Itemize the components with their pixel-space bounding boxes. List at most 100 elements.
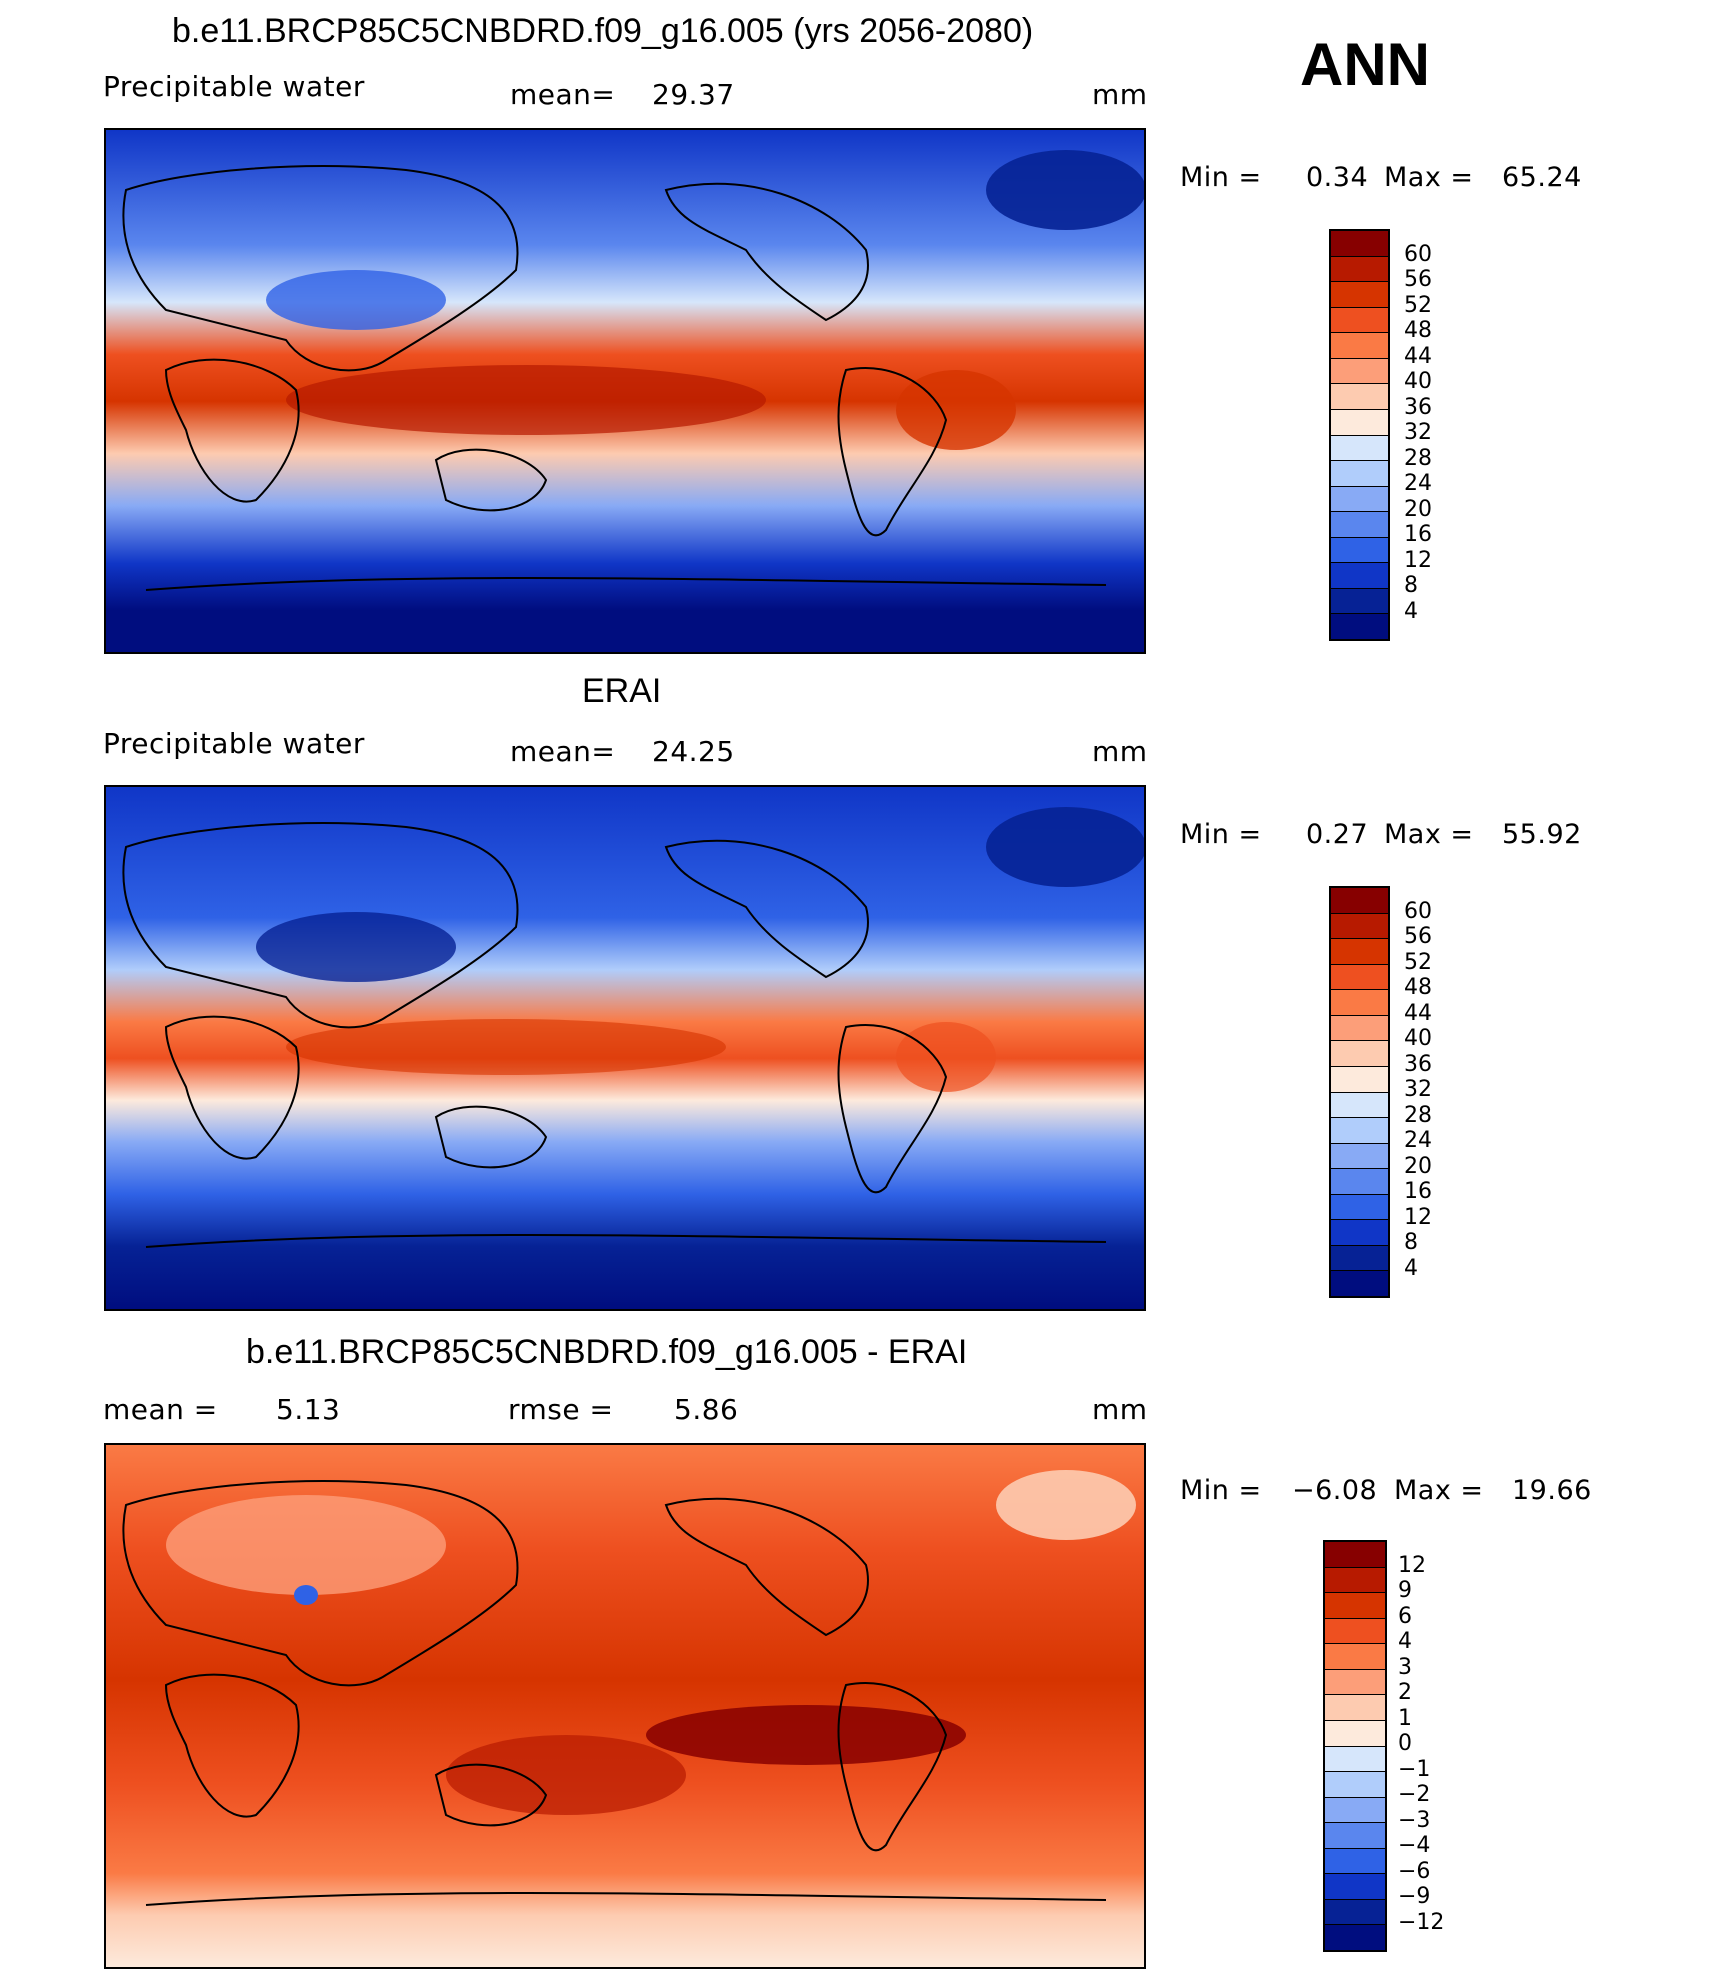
colorbar-swatch xyxy=(1325,1745,1385,1772)
colorbar-swatch xyxy=(1325,1719,1385,1746)
colorbar-swatch xyxy=(1331,1193,1388,1220)
colorbar-swatch xyxy=(1331,1270,1388,1296)
panel3-mean-label: mean = xyxy=(103,1393,218,1426)
colorbar-swatch xyxy=(1331,1040,1388,1066)
colorbar-tick-label: 4 xyxy=(1404,1255,1418,1281)
panel1-map xyxy=(104,128,1146,654)
colorbar-tick-label: 12 xyxy=(1404,547,1432,573)
colorbar-tick-label: 32 xyxy=(1404,1077,1432,1102)
colorbar-swatch xyxy=(1331,460,1388,486)
panel1-mean-label: mean= xyxy=(510,78,616,111)
panel3-map xyxy=(104,1443,1146,1969)
colorbar-tick-label: −3 xyxy=(1398,1807,1431,1833)
colorbar-tick-label: 52 xyxy=(1404,949,1432,975)
colorbar-tick-label: 36 xyxy=(1404,394,1432,420)
colorbar-tick-label: 16 xyxy=(1404,1179,1432,1204)
colorbar-swatch xyxy=(1325,1694,1385,1720)
panel2-min-label: Min = xyxy=(1180,819,1262,850)
colorbar-swatch xyxy=(1325,1796,1385,1823)
colorbar-swatch xyxy=(1331,485,1388,512)
colorbar-tick-label: 40 xyxy=(1404,1026,1432,1051)
colorbar-swatch xyxy=(1331,562,1388,588)
colorbar-tick-label: 24 xyxy=(1404,1128,1432,1153)
colorbar-swatch xyxy=(1331,1244,1388,1271)
colorbar-tick-label: 20 xyxy=(1404,1153,1432,1179)
colorbar-tick-label: 4 xyxy=(1398,1629,1412,1654)
panel1-colorbar xyxy=(1329,229,1390,641)
panel1-min-label: Min = xyxy=(1180,162,1262,193)
colorbar-tick-label: 60 xyxy=(1404,898,1432,924)
panel2-max-value: 55.92 xyxy=(1502,819,1582,850)
colorbar-tick-label: 6 xyxy=(1398,1603,1412,1629)
colorbar-tick-label: 1 xyxy=(1398,1705,1412,1731)
colorbar-tick-label: 12 xyxy=(1404,1204,1432,1230)
colorbar-swatch xyxy=(1331,1014,1388,1041)
colorbar-swatch xyxy=(1325,1617,1385,1644)
panel3-rmse-label: rmse = xyxy=(508,1393,614,1426)
panel1-units: mm xyxy=(1092,78,1148,111)
colorbar-swatch xyxy=(1331,1117,1388,1143)
colorbar-tick-label: −4 xyxy=(1398,1833,1431,1858)
colorbar-tick-label: 60 xyxy=(1404,241,1432,267)
colorbar-tick-label: −6 xyxy=(1398,1858,1431,1884)
panel3-title: b.e11.BRCP85C5CNBDRD.f09_g16.005 - ERAI xyxy=(246,1333,968,1371)
colorbar-swatch xyxy=(1331,536,1388,563)
colorbar-tick-label: 36 xyxy=(1404,1051,1432,1077)
colorbar-swatch xyxy=(1331,511,1388,537)
colorbar-tick-label: 56 xyxy=(1404,924,1432,949)
colorbar-tick-label: 20 xyxy=(1404,496,1432,522)
colorbar-swatch xyxy=(1331,912,1388,939)
panel1-mean-value: 29.37 xyxy=(652,78,735,111)
colorbar-swatch xyxy=(1325,1873,1385,1899)
colorbar-tick-label: 16 xyxy=(1404,522,1432,547)
panel2-map xyxy=(104,785,1146,1311)
colorbar-tick-label: 32 xyxy=(1404,420,1432,445)
panel3-min-label: Min = xyxy=(1180,1475,1262,1506)
colorbar-swatch xyxy=(1325,1847,1385,1874)
colorbar-swatch xyxy=(1331,1142,1388,1169)
colorbar-tick-label: −2 xyxy=(1398,1782,1431,1807)
panel3-min-value: −6.08 xyxy=(1292,1475,1378,1506)
colorbar-swatch xyxy=(1331,306,1388,333)
colorbar-swatch xyxy=(1331,1168,1388,1194)
panel1-title: b.e11.BRCP85C5CNBDRD.f09_g16.005 (yrs 20… xyxy=(172,12,1034,50)
panel2-colorbar-labels: 60 56 52 48 44 40 36 32 28 24 20 16 12 8 4 xyxy=(1404,886,1484,1294)
colorbar-swatch xyxy=(1331,1065,1388,1092)
colorbar-tick-label: 12 xyxy=(1398,1552,1426,1578)
colorbar-swatch xyxy=(1331,1091,1388,1118)
colorbar-swatch xyxy=(1331,613,1388,639)
colorbar-swatch xyxy=(1325,1924,1385,1950)
colorbar-swatch xyxy=(1325,1898,1385,1925)
colorbar-swatch xyxy=(1331,1219,1388,1245)
panel3-max-value: 19.66 xyxy=(1512,1475,1592,1506)
colorbar-tick-label: 48 xyxy=(1404,318,1432,343)
colorbar-swatch xyxy=(1331,408,1388,435)
colorbar-swatch xyxy=(1331,231,1388,256)
colorbar-swatch xyxy=(1331,281,1388,307)
colorbar-tick-label: −12 xyxy=(1398,1909,1445,1935)
panel2-mean-value: 24.25 xyxy=(652,735,735,768)
colorbar-tick-label: 24 xyxy=(1404,471,1432,496)
colorbar-swatch xyxy=(1325,1668,1385,1695)
colorbar-swatch xyxy=(1325,1542,1385,1567)
colorbar-tick-label: 48 xyxy=(1404,975,1432,1000)
panel1-max-value: 65.24 xyxy=(1502,162,1582,193)
panel3-mean-value: 5.13 xyxy=(276,1393,341,1426)
colorbar-tick-label: 4 xyxy=(1404,598,1418,624)
panel1-variable: Precipitable water xyxy=(103,70,365,103)
colorbar-swatch xyxy=(1325,1592,1385,1618)
panel1-colorbar-labels: 60 56 52 48 44 40 36 32 28 24 20 16 12 8 4 xyxy=(1404,229,1484,637)
colorbar-swatch xyxy=(1325,1643,1385,1669)
colorbar-tick-label: 3 xyxy=(1398,1654,1412,1680)
colorbar-swatch xyxy=(1325,1566,1385,1593)
panel1-max-label: Max = xyxy=(1384,162,1474,193)
colorbar-swatch xyxy=(1331,434,1388,461)
panel2-min-value: 0.27 xyxy=(1306,819,1369,850)
colorbar-swatch xyxy=(1331,332,1388,358)
colorbar-tick-label: −1 xyxy=(1398,1756,1431,1782)
colorbar-swatch xyxy=(1331,963,1388,990)
panel2-title: ERAI xyxy=(582,672,662,710)
colorbar-tick-label: 28 xyxy=(1404,1102,1432,1128)
colorbar-tick-label: 8 xyxy=(1404,573,1418,598)
panel3-max-label: Max = xyxy=(1394,1475,1484,1506)
